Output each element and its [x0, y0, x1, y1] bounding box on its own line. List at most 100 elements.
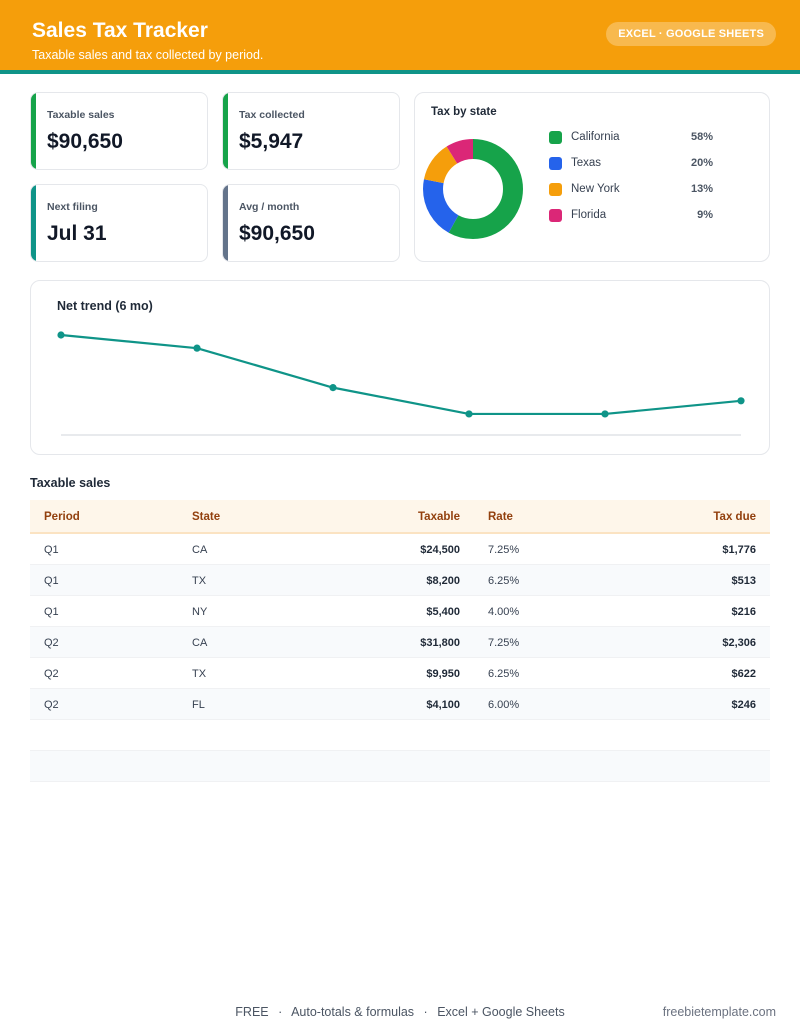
- cell-taxable: $8,200: [426, 575, 460, 587]
- footer-item: Excel + Google Sheets: [437, 1005, 565, 1019]
- kpi-next-filing: Next filing Jul 31: [30, 184, 208, 262]
- table-row: Q1 CA $24,500 7.25% $1,776: [30, 534, 770, 565]
- footer-item: FREE: [235, 1005, 269, 1019]
- trend-point: [57, 331, 65, 339]
- cell-state: FL: [192, 699, 205, 711]
- kpi-tax-collected: Tax collected $5,947: [222, 92, 400, 170]
- cell-rate: 6.25%: [488, 575, 520, 587]
- platform-badge: EXCEL · GOOGLE SHEETS: [606, 22, 776, 46]
- cell-rate: 7.25%: [488, 637, 520, 649]
- footer-site-link[interactable]: freebietemplate.com: [662, 1005, 776, 1019]
- page-subtitle: Taxable sales and tax collected by perio…: [32, 48, 264, 62]
- cell-tax-due: $513: [731, 575, 756, 587]
- col-header-rate: Rate: [488, 511, 513, 523]
- legend-swatch: [549, 131, 562, 144]
- footer-item: Auto-totals & formulas: [291, 1005, 415, 1019]
- legend-percent: 20%: [690, 157, 713, 169]
- cell-taxable: $9,950: [426, 668, 460, 680]
- trend-point: [737, 397, 745, 405]
- col-header-tax-due: Tax due: [713, 511, 756, 523]
- legend-item: Texas 20%: [549, 156, 713, 172]
- trend-point: [193, 344, 201, 352]
- footer-separator: ·: [423, 1005, 428, 1019]
- legend-label: Florida: [571, 209, 607, 221]
- kpi-label: Tax collected: [239, 109, 305, 121]
- donut-title: Tax by state: [431, 106, 497, 118]
- cell-taxable: $4,100: [426, 699, 460, 711]
- trend-point: [465, 410, 473, 418]
- cell-period: Q2: [44, 699, 59, 711]
- cell-taxable: $5,400: [426, 606, 460, 618]
- legend-swatch: [549, 183, 562, 196]
- kpi-label: Avg / month: [239, 201, 300, 213]
- cell-taxable: $31,800: [420, 637, 460, 649]
- cell-rate: 6.25%: [488, 668, 520, 680]
- kpi-accent-bar: [223, 93, 228, 169]
- legend-label: Texas: [571, 157, 602, 169]
- col-header-period: Period: [44, 511, 80, 523]
- table-row: Q1 TX $8,200 6.25% $513: [30, 565, 770, 596]
- kpi-accent-bar: [31, 185, 36, 261]
- kpi-value: $5,947: [239, 130, 304, 153]
- trend-point: [601, 410, 609, 418]
- cell-rate: 7.25%: [488, 544, 520, 556]
- footer-separator: ·: [278, 1005, 283, 1019]
- cell-period: Q1: [44, 544, 59, 556]
- legend-item: New York 13%: [549, 182, 713, 198]
- donut-slice-texas: [423, 139, 523, 239]
- trend-point: [329, 384, 337, 392]
- footer-features: FREE · Auto-totals & formulas · Excel + …: [0, 1005, 800, 1019]
- legend-item: Florida 9%: [549, 208, 713, 224]
- page-title: Sales Tax Tracker: [32, 19, 208, 42]
- trend-line: [60, 333, 742, 416]
- cell-rate: 6.00%: [488, 699, 520, 711]
- footer: FREE · Auto-totals & formulas · Excel + …: [0, 1005, 800, 1021]
- table-title: Taxable sales: [30, 476, 111, 490]
- kpi-accent-bar: [31, 93, 36, 169]
- cell-period: Q1: [44, 575, 59, 587]
- table-row: Q2 CA $31,800 7.25% $2,306: [30, 627, 770, 658]
- net-trend-card: Net trend (6 mo): [30, 280, 770, 455]
- cell-state: CA: [192, 544, 208, 556]
- kpi-label: Next filing: [47, 201, 98, 213]
- cell-tax-due: $2,306: [722, 637, 756, 649]
- col-header-taxable: Taxable: [418, 511, 460, 523]
- cell-period: Q2: [44, 637, 59, 649]
- kpi-label: Taxable sales: [47, 109, 115, 121]
- table-header: Period State Taxable Rate Tax due: [30, 500, 770, 534]
- donut-chart: [423, 139, 523, 239]
- cell-tax-due: $622: [731, 668, 756, 680]
- kpi-taxable-sales: Taxable sales $90,650: [30, 92, 208, 170]
- kpi-value: $90,650: [239, 222, 315, 245]
- table-row-empty: [30, 751, 770, 782]
- legend-percent: 58%: [690, 131, 713, 143]
- header-banner: Sales Tax Tracker Taxable sales and tax …: [0, 0, 800, 74]
- tax-by-state-card: Tax by state California 58% Texas 20% New Yo…: [414, 92, 770, 262]
- table-row: Q1 NY $5,400 4.00% $216: [30, 596, 770, 627]
- legend-percent: 13%: [690, 183, 713, 195]
- legend-percent: 9%: [697, 209, 713, 221]
- legend-label: New York: [571, 183, 620, 195]
- kpi-value: $90,650: [47, 130, 123, 153]
- legend-swatch: [549, 157, 562, 170]
- col-header-state: State: [192, 511, 221, 523]
- line-chart: [57, 331, 745, 436]
- legend-item: California 58%: [549, 130, 713, 146]
- cell-state: CA: [192, 637, 208, 649]
- table-row: Q2 FL $4,100 6.00% $246: [30, 689, 770, 720]
- taxable-sales-table: Period State Taxable Rate Tax due Q1 CA …: [30, 500, 770, 782]
- legend-label: California: [571, 131, 620, 143]
- cell-state: TX: [192, 575, 207, 587]
- cell-state: NY: [192, 606, 208, 618]
- donut-slice-florida: [423, 139, 523, 239]
- cell-state: TX: [192, 668, 207, 680]
- legend-swatch: [549, 209, 562, 222]
- line-chart-title: Net trend (6 mo): [57, 299, 153, 313]
- cell-rate: 4.00%: [488, 606, 520, 618]
- cell-period: Q1: [44, 606, 59, 618]
- kpi-value: Jul 31: [47, 222, 107, 245]
- table-row-empty: [30, 720, 770, 751]
- cell-tax-due: $1,776: [722, 544, 756, 556]
- cell-taxable: $24,500: [420, 544, 460, 556]
- cell-tax-due: $216: [731, 606, 756, 618]
